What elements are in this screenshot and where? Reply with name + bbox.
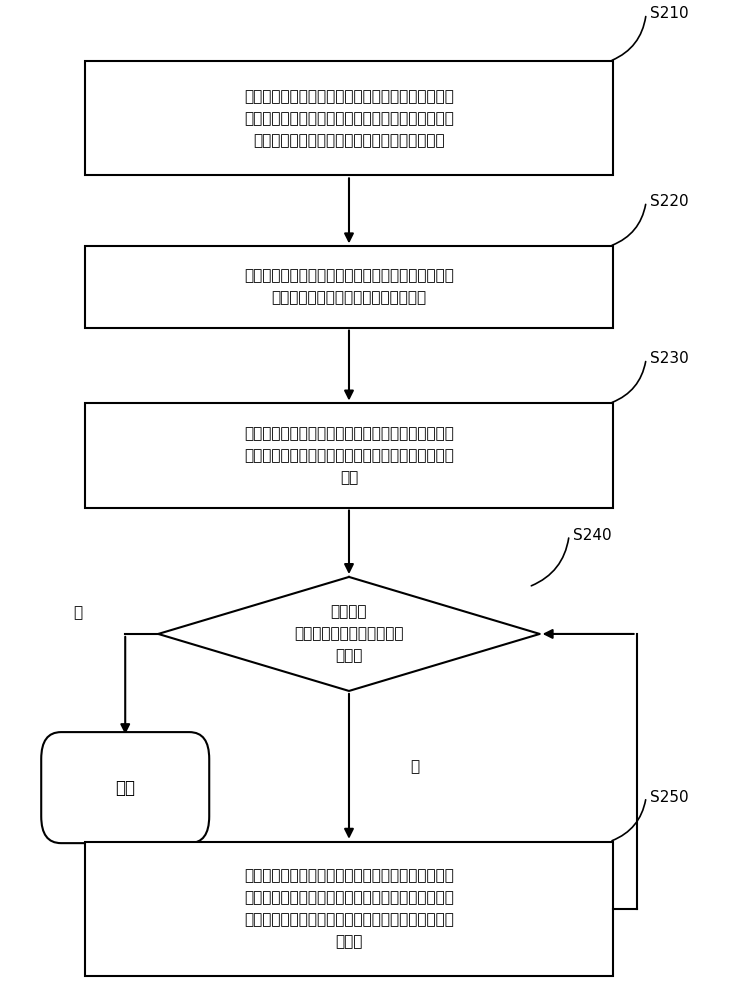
Text: S240: S240 bbox=[573, 528, 611, 543]
FancyBboxPatch shape bbox=[85, 246, 613, 328]
Text: S250: S250 bbox=[650, 790, 689, 805]
Text: 针对每个等级的多个基础网格，计算构成该等级多个
基础网格的边界的道路段的流通能力值: 针对每个等级的多个基础网格，计算构成该等级多个 基础网格的边界的道路段的流通能力… bbox=[244, 268, 454, 306]
Text: 否: 否 bbox=[73, 605, 82, 620]
Text: 是: 是 bbox=[410, 759, 419, 774]
FancyBboxPatch shape bbox=[85, 403, 613, 508]
Text: 根据该流通能力值以及标准网格的网格信息阈值对该
多个基础网格进行合并处理，根据合并结果获得标准
网格: 根据该流通能力值以及标准网格的网格信息阈值对该 多个基础网格进行合并处理，根据合… bbox=[244, 426, 454, 485]
Text: 是否存在
待与邻居网格进行合并的标
准网格: 是否存在 待与邻居网格进行合并的标 准网格 bbox=[295, 604, 404, 664]
Text: S220: S220 bbox=[650, 194, 689, 209]
Text: 结束: 结束 bbox=[115, 779, 135, 797]
FancyBboxPatch shape bbox=[85, 842, 613, 976]
Text: S230: S230 bbox=[650, 351, 689, 366]
FancyBboxPatch shape bbox=[85, 61, 613, 175]
Text: 针对每个待进行合并的标准网格，根据该标准网格与
其各个邻居网格相连的道路段的流通时间选择待合并
的邻居网格；将标准网格与待合并的邻居网格进行合
并处理: 针对每个待进行合并的标准网格，根据该标准网格与 其各个邻居网格相连的道路段的流通… bbox=[244, 868, 454, 949]
Text: S210: S210 bbox=[650, 6, 689, 21]
Text: 针对每个等级的路网信息，划分得到对应该等级的路
网信息的多个基础网格；其中，每一等级的路网信息
包含大于或等于该等级的道路组成的路网的信息: 针对每个等级的路网信息，划分得到对应该等级的路 网信息的多个基础网格；其中，每一… bbox=[244, 89, 454, 148]
FancyBboxPatch shape bbox=[42, 732, 209, 843]
Polygon shape bbox=[158, 577, 539, 691]
